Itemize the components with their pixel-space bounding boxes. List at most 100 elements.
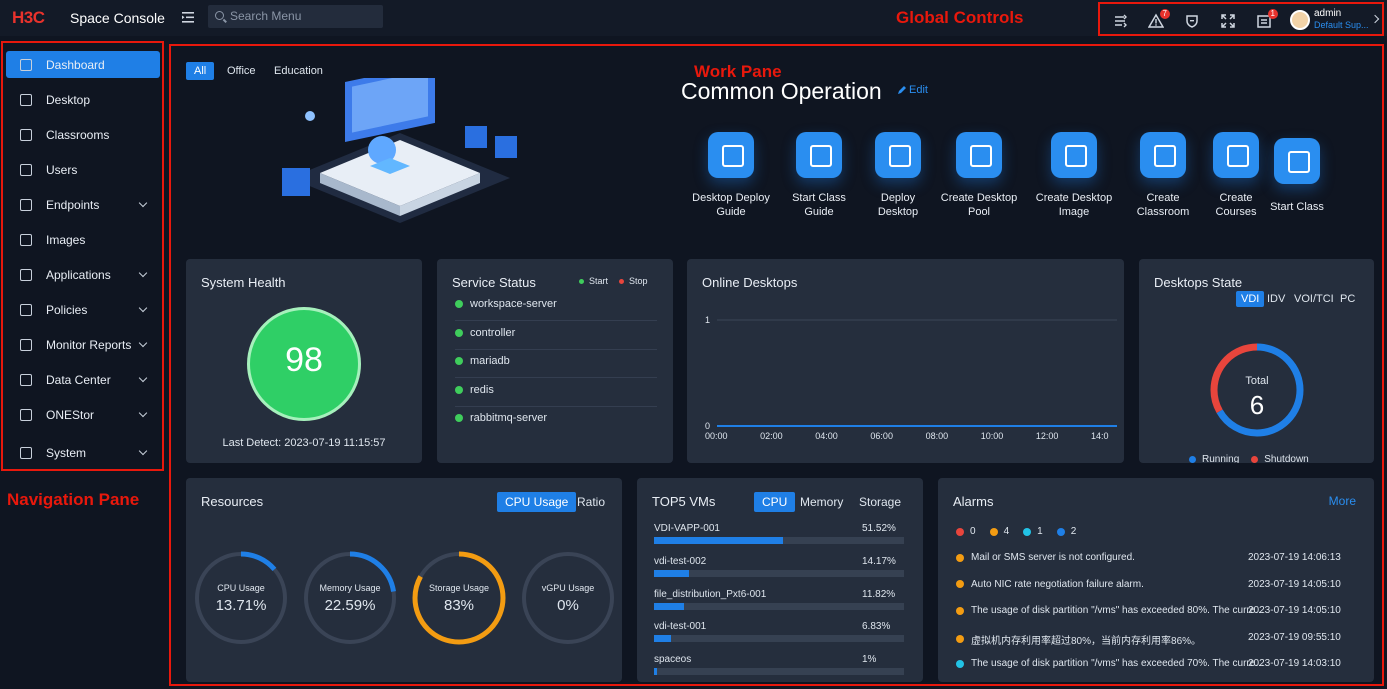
op-button-6[interactable] <box>1213 132 1259 178</box>
fullscreen-icon[interactable] <box>1220 13 1236 29</box>
op-button-5[interactable] <box>1140 132 1186 178</box>
h3c-logo[interactable]: H3C <box>12 8 45 27</box>
nav-item-onestor[interactable]: ONEStor <box>6 401 160 428</box>
gauge-label: CPU Usage <box>217 583 265 593</box>
gauge-cpu-usage: CPU Usage 13.71% <box>193 550 289 646</box>
chevron-down-icon[interactable] <box>138 303 148 313</box>
op-label[interactable]: Desktop Deploy Guide <box>683 191 779 219</box>
menu-toggle-icon[interactable] <box>182 12 194 23</box>
nav-item-classrooms[interactable]: Classrooms <box>6 121 160 148</box>
gauge-value: 22.59% <box>324 597 376 614</box>
op-label[interactable]: Create Desktop Pool <box>931 191 1027 219</box>
search-input[interactable]: Search Menu <box>208 5 383 28</box>
vm-percent: 51.52% <box>862 523 896 534</box>
health-score: 98 <box>285 341 323 379</box>
nav-item-images[interactable]: Images <box>6 226 160 253</box>
alarm-count[interactable]: 4 <box>1003 526 1010 537</box>
alarm-count[interactable]: 1 <box>1037 526 1043 537</box>
alarm-item[interactable]: Mail or SMS server is not configured. <box>956 552 1135 563</box>
op-label[interactable]: Create Desktop Image <box>1026 191 1122 219</box>
vm-name[interactable]: file_distribution_Pxt6-001 <box>654 588 767 600</box>
nav-item-policies[interactable]: Policies <box>6 296 160 323</box>
alarm-item[interactable]: The usage of disk partition "/vms" has e… <box>956 658 1264 669</box>
op-button-0[interactable] <box>708 132 754 178</box>
op-button-3[interactable] <box>956 132 1002 178</box>
nav-item-users[interactable]: Users <box>6 156 160 183</box>
vm-name[interactable]: vdi-test-001 <box>654 621 707 633</box>
service-name: mariadb <box>470 355 510 367</box>
op-label[interactable]: Create Classroom <box>1115 191 1211 219</box>
nav-item-monitor-reports[interactable]: Monitor Reports <box>6 331 160 358</box>
alarm-text: The usage of disk partition "/vms" has e… <box>971 658 1264 669</box>
alarm-count[interactable]: 0 <box>970 526 976 537</box>
op-label[interactable]: Start Class <box>1249 200 1345 214</box>
chevron-down-icon[interactable] <box>138 446 148 456</box>
tab-storage[interactable]: Storage <box>859 495 902 509</box>
alarm-item[interactable]: 虚拟机内存利用率超过80%，当前内存利用率86%。 <box>956 632 1201 647</box>
avatar[interactable] <box>1290 10 1310 30</box>
op-label[interactable]: Start Class Guide <box>771 191 867 219</box>
vm-name[interactable]: vdi-test-002 <box>654 555 707 567</box>
pencil-icon <box>898 85 906 94</box>
chevron-right-icon[interactable] <box>1370 14 1380 24</box>
chevron-down-icon[interactable] <box>138 408 148 418</box>
state-tab-idv[interactable]: IDV <box>1267 293 1286 305</box>
op-button-4[interactable] <box>1051 132 1097 178</box>
donut-slice-shutdown[interactable] <box>1210 343 1304 437</box>
nav-label: Monitor Reports <box>46 337 132 352</box>
op-button-2[interactable] <box>875 132 921 178</box>
op-button-1[interactable] <box>796 132 842 178</box>
tab-ratio[interactable]: Ratio <box>577 495 606 509</box>
nav-icon <box>20 373 32 386</box>
tab-cpu[interactable]: CPU <box>754 492 796 512</box>
op-button-7[interactable] <box>1274 138 1320 184</box>
chevron-down-icon[interactable] <box>138 338 148 348</box>
service-item: redis <box>455 384 494 396</box>
switch-icon[interactable] <box>1112 13 1128 29</box>
nav-item-desktop[interactable]: Desktop <box>6 86 160 113</box>
op-label[interactable]: Deploy Desktop <box>850 191 946 219</box>
chevron-down-icon[interactable] <box>138 198 148 208</box>
vm-bar-fill <box>654 602 684 610</box>
alarm-item[interactable]: Auto NIC rate negotiation failure alarm. <box>956 579 1144 590</box>
more-link[interactable]: More <box>1328 494 1356 508</box>
nav-item-data-center[interactable]: Data Center <box>6 366 160 393</box>
gauge-ring <box>412 551 506 645</box>
scene-tab-education[interactable]: Education <box>274 65 323 77</box>
shutdown-dot-icon <box>1251 456 1259 463</box>
service-name: workspace-server <box>470 298 557 310</box>
op-label[interactable]: Create Courses <box>1188 191 1284 219</box>
status-dot-icon <box>455 357 463 365</box>
state-tab-voi-tci[interactable]: VOI/TCI <box>1294 293 1334 305</box>
state-tab-pc[interactable]: PC <box>1340 293 1356 305</box>
scene-tab-office[interactable]: Office <box>227 65 256 77</box>
chevron-down-icon[interactable] <box>138 373 148 383</box>
edit-link[interactable]: Edit <box>897 84 928 96</box>
nav-item-dashboard[interactable]: Dashboard <box>6 51 160 78</box>
shield-icon[interactable] <box>1184 13 1200 29</box>
op-label-line2: Image <box>1058 206 1090 218</box>
gauge-label: vGPU Usage <box>541 583 595 593</box>
tab-memory[interactable]: Memory <box>800 495 844 509</box>
nav-item-system[interactable]: System <box>6 439 160 466</box>
total-value: 6 <box>1249 390 1265 420</box>
divider <box>455 405 657 407</box>
card-title: Alarms <box>953 494 994 509</box>
alert-icon[interactable]: 7 <box>1147 9 1170 29</box>
gauge-ring <box>522 552 614 644</box>
vm-name[interactable]: spaceos <box>654 654 692 666</box>
alarm-item[interactable]: The usage of disk partition "/vms" has e… <box>956 605 1264 616</box>
user-name[interactable]: admin <box>1314 8 1342 19</box>
gauge-value: 0% <box>557 597 579 614</box>
vm-name[interactable]: VDI-VAPP-001 <box>654 523 720 534</box>
work-pane <box>169 44 1384 686</box>
alarm-count[interactable]: 2 <box>1070 526 1077 537</box>
chevron-down-icon[interactable] <box>138 268 148 278</box>
task-icon[interactable]: 1 <box>1256 9 1278 29</box>
navigation-pane-label: Navigation Pane <box>7 490 140 509</box>
nav-item-applications[interactable]: Applications <box>6 261 160 288</box>
nav-item-endpoints[interactable]: Endpoints <box>6 191 160 218</box>
scene-tab-all[interactable]: All <box>186 62 215 80</box>
tab-cpu-usage[interactable]: CPU Usage <box>497 492 577 512</box>
state-tab-vdi[interactable]: VDI <box>1236 291 1265 307</box>
